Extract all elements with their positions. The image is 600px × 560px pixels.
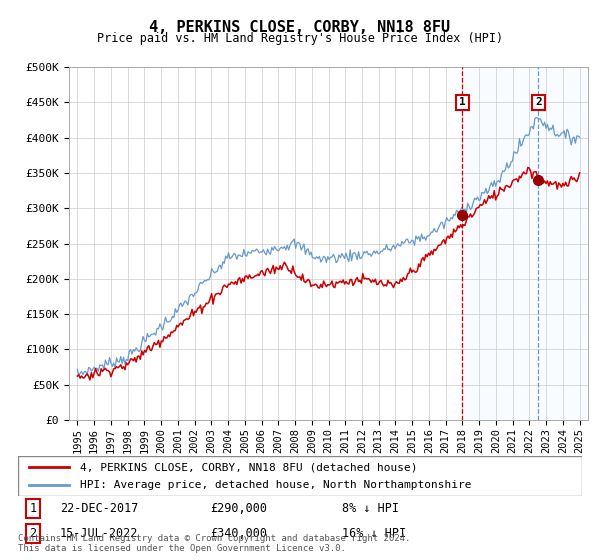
Text: 8% ↓ HPI: 8% ↓ HPI — [342, 502, 399, 515]
Text: 4, PERKINS CLOSE, CORBY, NN18 8FU (detached house): 4, PERKINS CLOSE, CORBY, NN18 8FU (detac… — [80, 463, 418, 473]
Text: 2: 2 — [29, 526, 37, 540]
Text: HPI: Average price, detached house, North Northamptonshire: HPI: Average price, detached house, Nort… — [80, 479, 472, 489]
Text: 1: 1 — [459, 97, 466, 108]
Text: Contains HM Land Registry data © Crown copyright and database right 2024.
This d: Contains HM Land Registry data © Crown c… — [18, 534, 410, 553]
Text: 2: 2 — [535, 97, 542, 108]
Text: 15-JUL-2022: 15-JUL-2022 — [60, 526, 139, 540]
Text: Price paid vs. HM Land Registry's House Price Index (HPI): Price paid vs. HM Land Registry's House … — [97, 32, 503, 45]
Bar — [463, 67, 600, 420]
Text: 4, PERKINS CLOSE, CORBY, NN18 8FU: 4, PERKINS CLOSE, CORBY, NN18 8FU — [149, 20, 451, 35]
Text: 16% ↓ HPI: 16% ↓ HPI — [342, 526, 406, 540]
Text: £340,000: £340,000 — [210, 526, 267, 540]
Text: 1: 1 — [29, 502, 37, 515]
Text: £290,000: £290,000 — [210, 502, 267, 515]
Text: 22-DEC-2017: 22-DEC-2017 — [60, 502, 139, 515]
